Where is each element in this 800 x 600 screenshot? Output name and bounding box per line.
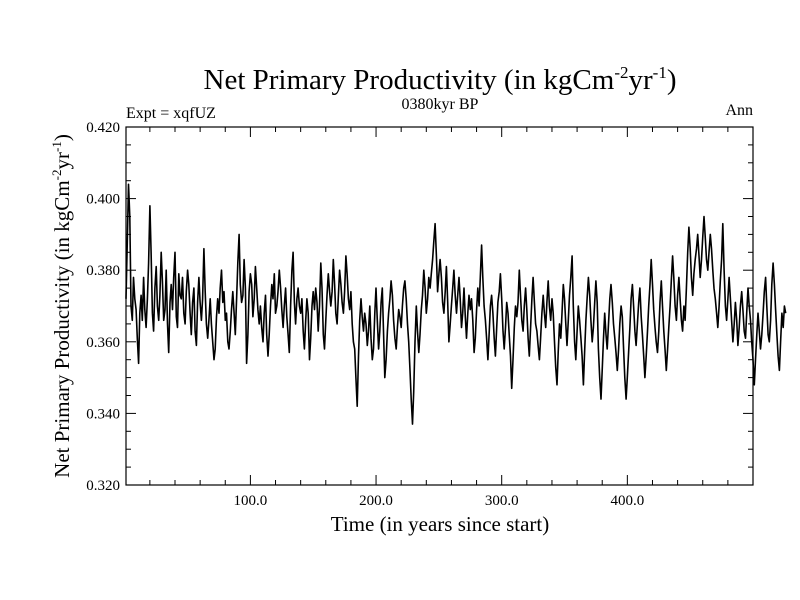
series-line-npp (125, 183, 787, 425)
x-tick-label: 400.0 (610, 493, 644, 509)
y-axis-label: Net Primary Productivity (in kgCm-2yr-1) (49, 134, 74, 478)
ticks (126, 126, 753, 486)
y-tick-label: 0.420 (86, 120, 120, 136)
plot-frame (125, 126, 754, 486)
y-tick-label: 0.340 (86, 406, 120, 422)
x-axis-label: Time (in years since start) (331, 512, 550, 536)
x-tick-label: 100.0 (234, 493, 268, 509)
y-tick-label: 0.400 (86, 192, 120, 208)
tick-labels: 100.0 200.0 300.0 400.0 0.320 0.340 0.360 0.380… (86, 120, 644, 509)
y-tick-label: 0.360 (86, 335, 120, 351)
x-tick-label: 300.0 (485, 493, 519, 509)
y-tick-label: 0.380 (86, 263, 120, 279)
x-tick-label: 200.0 (359, 493, 393, 509)
y-tick-label: 0.320 (86, 478, 120, 494)
period-label: 0380kyr BP (402, 96, 479, 113)
experiment-label: Expt = xqfUZ (126, 105, 216, 122)
chart-title: Net Primary Productivity (in kgCm-2yr-1) (204, 63, 677, 96)
season-label: Ann (725, 102, 753, 119)
